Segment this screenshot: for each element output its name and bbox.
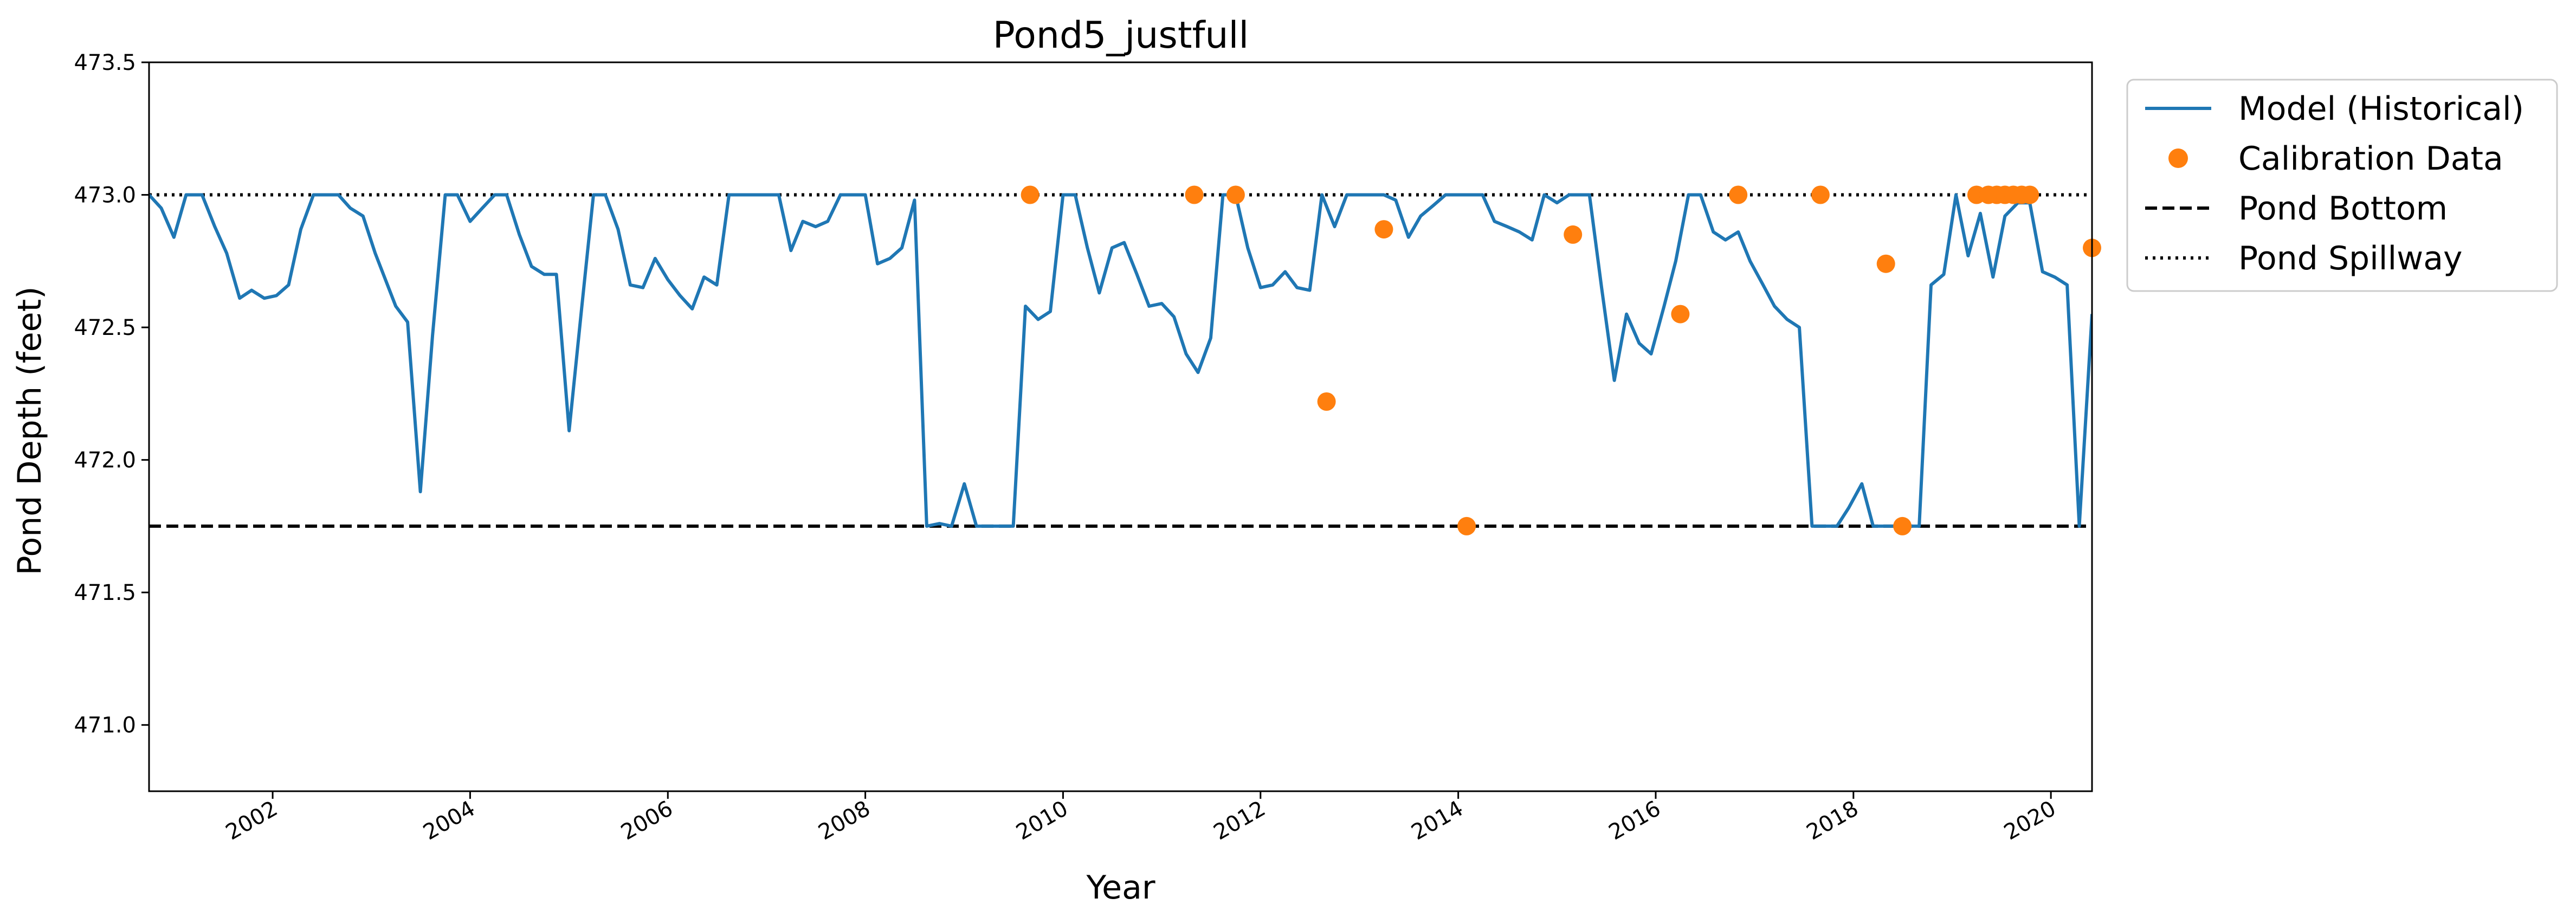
legend-label-model: Model (Historical)	[2238, 90, 2524, 128]
y-tick-label: 472.0	[74, 448, 136, 473]
calibration-point	[1226, 185, 1245, 204]
calibration-point	[1811, 185, 1830, 204]
y-tick-label: 473.5	[74, 50, 136, 75]
legend-label-calibration: Calibration Data	[2238, 140, 2503, 178]
model-line	[149, 193, 2092, 528]
calibration-point	[1021, 185, 1040, 204]
legend: Model (Historical) Calibration Data Pond…	[2126, 79, 2558, 292]
chart-title: Pond5_justfull	[993, 14, 1249, 57]
calibration-point	[1671, 305, 1690, 324]
model-series	[149, 193, 2092, 528]
legend-label-pond-bottom: Pond Bottom	[2238, 190, 2448, 228]
y-tick-label: 473.0	[74, 183, 136, 208]
calibration-point	[1185, 185, 1204, 204]
y-axis: 471.0 471.5 472.0 472.5 473.0 473.5	[74, 50, 149, 738]
y-tick-label: 471.0	[74, 713, 136, 738]
y-axis-label: Pond Depth (feet)	[11, 286, 49, 575]
x-tick-label: 2014	[1407, 796, 1467, 845]
calibration-series	[1021, 185, 2101, 535]
x-axis: 2002 2004 2006 2008 2010 2012 2014 2016 2018 2020	[222, 791, 2060, 845]
x-axis-label: Year	[1086, 869, 1155, 907]
x-tick-label: 2020	[2000, 796, 2060, 845]
x-tick-label: 2018	[1803, 796, 1863, 845]
reference-lines	[149, 193, 2092, 528]
x-tick-label: 2010	[1012, 796, 1072, 845]
calibration-point	[1729, 185, 1748, 204]
calibration-point	[1317, 392, 1336, 411]
y-tick-label: 471.5	[74, 580, 136, 605]
legend-label-pond-spillway: Pond Spillway	[2238, 240, 2462, 277]
calibration-point	[2020, 185, 2039, 204]
y-tick-label: 472.5	[74, 315, 136, 340]
plot-frame	[148, 61, 2093, 792]
calibration-point	[1876, 254, 1895, 273]
calibration-point	[1374, 220, 1393, 239]
x-tick-label: 2012	[1210, 796, 1270, 845]
calibration-point	[1457, 516, 1476, 535]
legend-frame	[2126, 79, 2558, 292]
x-tick-label: 2002	[222, 796, 282, 845]
legend-swatch-calibration	[2168, 148, 2188, 168]
calibration-point	[1893, 516, 1912, 535]
x-tick-label: 2016	[1605, 796, 1665, 845]
x-tick-label: 2006	[617, 796, 677, 845]
calibration-point	[1564, 225, 1583, 244]
x-tick-label: 2008	[814, 796, 874, 845]
x-tick-label: 2004	[419, 796, 479, 845]
